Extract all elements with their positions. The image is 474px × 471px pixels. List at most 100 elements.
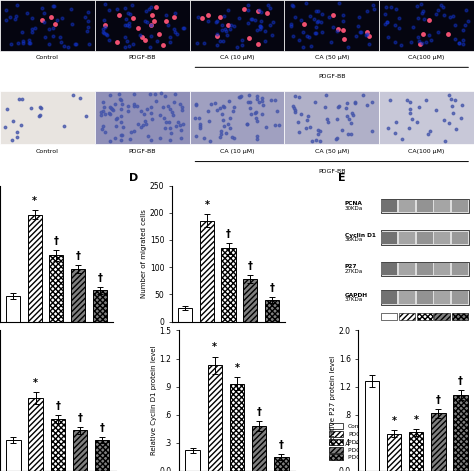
Text: †: † (54, 236, 59, 245)
Bar (28, 398, 43, 471)
Bar (381, 263, 397, 275)
Y-axis label: Relative P27 protein level: Relative P27 protein level (330, 356, 336, 446)
Text: †: † (279, 440, 284, 450)
Text: *: * (212, 342, 217, 352)
Bar (381, 290, 469, 305)
Text: PDGF-BB: PDGF-BB (128, 149, 156, 154)
Bar (399, 232, 415, 244)
Text: *: * (204, 200, 210, 210)
Bar (399, 263, 415, 275)
Bar (381, 292, 397, 304)
Text: †: † (97, 273, 102, 283)
Legend: Control, PDGF-BB, PDGF-BB+CA (10 μM), PDGF-BB+CA (50 μM), PDGF-BB+CA (100 μM): Control, PDGF-BB, PDGF-BB+CA (10 μM), PD… (328, 422, 417, 462)
Y-axis label: Relative Cyclin D1 protein level: Relative Cyclin D1 protein level (151, 346, 156, 455)
Bar (434, 263, 450, 275)
Text: CA (10 μM): CA (10 μM) (220, 149, 254, 154)
Text: *: * (392, 416, 396, 426)
Bar (0, 0, 95, 51)
Text: P27: P27 (345, 264, 357, 269)
Bar (381, 313, 397, 320)
Bar (387, 434, 401, 471)
Text: †: † (458, 376, 463, 386)
Text: †: † (248, 260, 253, 271)
Text: †: † (78, 413, 82, 422)
Bar (452, 200, 468, 212)
Text: 37KDa: 37KDa (345, 297, 363, 302)
Bar (452, 232, 468, 244)
Bar (399, 313, 415, 320)
Text: Cyclin D1: Cyclin D1 (345, 233, 376, 238)
Bar (452, 263, 468, 275)
Text: †: † (436, 395, 441, 405)
Bar (381, 262, 469, 276)
Bar (379, 90, 474, 144)
Bar (95, 0, 190, 51)
Text: 36KDa: 36KDa (345, 237, 363, 243)
Text: †: † (55, 400, 60, 411)
Bar (284, 0, 379, 51)
Bar (230, 384, 244, 471)
Text: *: * (33, 378, 38, 388)
Text: D: D (129, 173, 138, 183)
Bar (71, 269, 85, 322)
Bar (417, 232, 433, 244)
Text: CA(100 μM): CA(100 μM) (409, 55, 445, 60)
Bar (381, 232, 397, 244)
Bar (95, 90, 190, 144)
Text: PDGF-BB: PDGF-BB (128, 55, 156, 60)
Bar (49, 255, 64, 322)
Bar (434, 292, 450, 304)
Bar (417, 313, 433, 320)
Bar (6, 440, 20, 471)
Text: PDGF-BB: PDGF-BB (318, 74, 346, 80)
Bar (6, 296, 20, 322)
Bar (190, 0, 284, 51)
Bar (95, 440, 109, 471)
Bar (252, 426, 266, 471)
Text: 30KDa: 30KDa (345, 206, 363, 211)
Bar (452, 313, 468, 320)
Bar (434, 200, 450, 212)
Text: *: * (414, 414, 419, 425)
Bar (381, 230, 469, 245)
Text: *: * (32, 196, 37, 206)
Bar (243, 279, 257, 322)
Bar (365, 381, 379, 471)
Bar (381, 199, 469, 213)
Bar (0, 90, 95, 144)
Bar (381, 200, 397, 212)
Bar (399, 292, 415, 304)
Text: E: E (338, 173, 346, 183)
Text: †: † (76, 251, 81, 261)
Y-axis label: Number of migrated cells: Number of migrated cells (141, 209, 147, 298)
Bar (265, 300, 279, 322)
Text: GAPDH: GAPDH (345, 292, 368, 298)
Text: CA (50 μM): CA (50 μM) (315, 149, 349, 154)
Text: PCNA: PCNA (345, 202, 363, 206)
Bar (454, 395, 468, 471)
Bar (399, 200, 415, 212)
Bar (417, 292, 433, 304)
Text: CA (10 μM): CA (10 μM) (220, 55, 254, 60)
Text: †: † (257, 407, 262, 417)
Bar (51, 419, 65, 471)
Bar (409, 432, 423, 471)
Bar (221, 248, 236, 322)
Bar (434, 232, 450, 244)
Bar (200, 221, 214, 322)
Bar (452, 292, 468, 304)
Text: *: * (235, 363, 239, 373)
Text: PDGF-BB: PDGF-BB (318, 169, 346, 174)
Bar (417, 200, 433, 212)
Text: Control: Control (36, 149, 59, 154)
Bar (185, 450, 200, 471)
Bar (93, 291, 107, 322)
Bar (73, 430, 87, 471)
Bar (208, 365, 222, 471)
Bar (417, 263, 433, 275)
Text: 27KDa: 27KDa (345, 269, 363, 274)
Bar (431, 414, 446, 471)
Bar (178, 308, 192, 322)
Text: †: † (226, 228, 231, 239)
Bar (190, 90, 284, 144)
